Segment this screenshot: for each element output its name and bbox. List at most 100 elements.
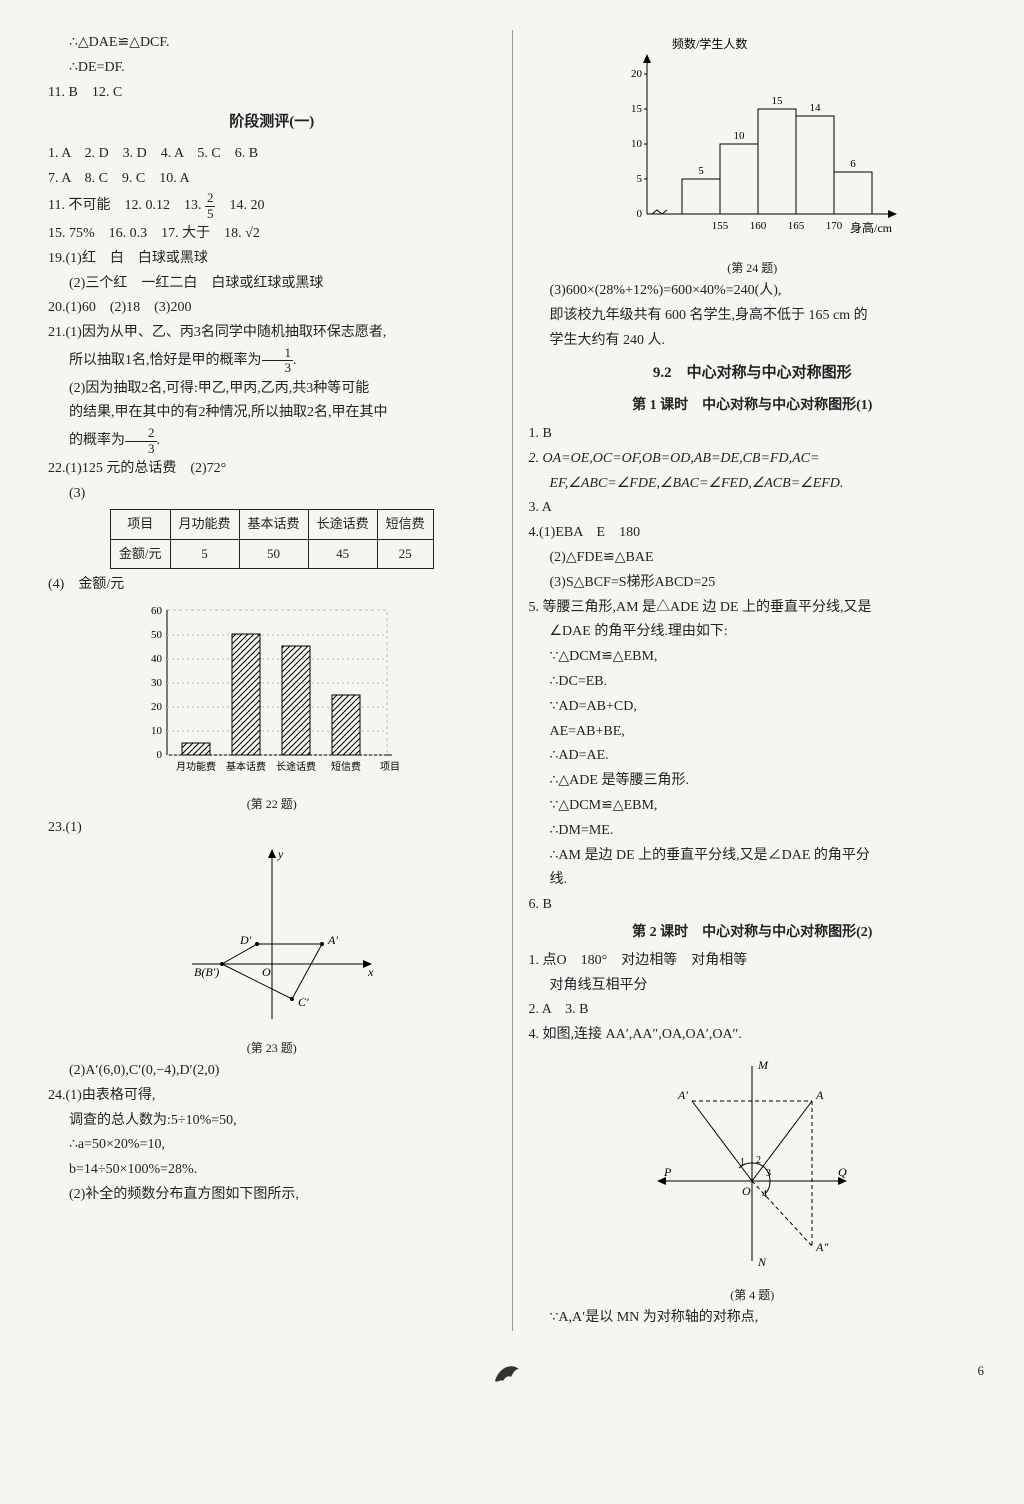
answer-line: 20.(1)60 (2)18 (3)200 <box>48 296 496 320</box>
answer-line: 3. A <box>529 496 977 520</box>
answer-line: (2)三个红 一红二白 白球或红球或黑球 <box>48 272 496 296</box>
svg-text:14: 14 <box>810 102 822 114</box>
section-title: 9.2 中心对称与中心对称图形 <box>529 361 977 387</box>
table-row: 项目 月功能费 基本话费 长途话费 短信费 <box>110 510 433 539</box>
left-column: ∴△DAE≌△DCF. ∴DE=DF. 11. B 12. C 阶段测评(一) … <box>40 30 513 1331</box>
text-line: 线. <box>529 868 977 892</box>
table-cell: 基本话费 <box>239 510 308 539</box>
q23-coord-plane: y x O A′ D′ B(B′) C′ <box>162 844 382 1034</box>
math-span: EF,∠ABC=∠FDE,∠BAC=∠FED,∠ACB=∠EFD. <box>550 476 844 491</box>
table-cell: 短信费 <box>377 510 433 539</box>
text-line: 22.(1)125 元的总话费 (2)72° <box>48 457 496 481</box>
text-line: (2)因为抽取2名,可得:甲乙,甲丙,乙丙,共3种等可能 <box>48 377 496 401</box>
text-line: ∴DC=EB. <box>529 670 977 694</box>
text-span: 的概率为 <box>69 433 125 448</box>
svg-text:身高/cm: 身高/cm <box>850 220 893 235</box>
text-line: b=14÷50×100%=28%. <box>48 1158 496 1182</box>
svg-text:10: 10 <box>631 138 643 150</box>
text-line: 4.(1)EBA E 180 <box>529 521 977 545</box>
table-cell: 25 <box>377 539 433 568</box>
page-footer: 6 <box>40 1351 984 1391</box>
q22-bar-chart: 0 10 20 30 40 50 60 月功能费 基本话费 长途话费 短信费 项… <box>132 600 412 790</box>
svg-text:155: 155 <box>712 220 729 232</box>
svg-text:频数/学生人数: 频数/学生人数 <box>672 36 747 51</box>
sub-title: 第 2 课时 中心对称与中心对称图形(2) <box>529 921 977 945</box>
text-line: ∵A,A′是以 MN 为对称轴的对称点, <box>529 1306 977 1330</box>
text-line: ∴DM=ME. <box>529 819 977 843</box>
text-line: 学生大约有 240 人. <box>529 329 977 353</box>
table-row: 金额/元 5 50 45 25 <box>110 539 433 568</box>
svg-text:长途话费: 长途话费 <box>276 760 316 773</box>
svg-text:170: 170 <box>826 220 843 232</box>
svg-text:3: 3 <box>766 1168 771 1179</box>
text-line: 21.(1)因为从甲、乙、丙3名同学中随机抽取环保志愿者, <box>48 321 496 345</box>
text-line: (2)补全的频数分布直方图如下图所示, <box>48 1183 496 1207</box>
svg-text:20: 20 <box>631 68 643 80</box>
svg-text:165: 165 <box>788 220 805 232</box>
page-number: 6 <box>978 1360 985 1382</box>
svg-text:15: 15 <box>772 95 784 107</box>
text-line: 的结果,甲在其中的有2种情况,所以抽取2名,甲在其中 <box>48 401 496 425</box>
text-line: (3)S△BCF=S梯形ABCD=25 <box>529 571 977 595</box>
text-line: ∴△ADE 是等腰三角形. <box>529 769 977 793</box>
page-two-column: ∴△DAE≌△DCF. ∴DE=DF. 11. B 12. C 阶段测评(一) … <box>40 30 984 1331</box>
text-line: ∴AD=AE. <box>529 744 977 768</box>
svg-text:0: 0 <box>637 208 643 220</box>
answer-line: 15. 75% 16. 0.3 17. 大于 18. √2 <box>48 222 496 246</box>
svg-text:O: O <box>262 965 271 979</box>
text-line: ∴DE=DF. <box>48 56 496 80</box>
text-span: 14. 20 <box>215 199 264 214</box>
svg-text:D′: D′ <box>239 933 252 947</box>
svg-text:B(B′): B(B′) <box>194 965 219 979</box>
svg-text:4: 4 <box>762 1189 767 1200</box>
svg-text:5: 5 <box>637 173 643 185</box>
svg-text:O: O <box>742 1184 751 1198</box>
text-line: 的概率为23. <box>48 426 496 456</box>
text-span: 所以抽取1名,恰好是甲的概率为 <box>69 353 262 368</box>
svg-text:20: 20 <box>151 701 163 713</box>
chart-caption: (第 4 题) <box>529 1285 977 1305</box>
text-span: 11. 不可能 12. 0.12 13. <box>48 199 205 214</box>
text-line: ∵△DCM≌△EBM, <box>529 794 977 818</box>
answer-line: 11. 不可能 12. 0.12 13. 25 14. 20 <box>48 191 496 221</box>
text-line: 即该校九年级共有 600 名学生,身高不低于 165 cm 的 <box>529 304 977 328</box>
svg-text:Q: Q <box>838 1165 847 1179</box>
text-line: (2)A′(6,0),C′(0,−4),D′(2,0) <box>48 1059 496 1083</box>
svg-text:2: 2 <box>756 1155 761 1166</box>
svg-text:A′: A′ <box>677 1088 688 1102</box>
svg-text:15: 15 <box>631 103 643 115</box>
svg-text:A′: A′ <box>327 933 338 947</box>
chart-caption: (第 23 题) <box>48 1038 496 1058</box>
numerator: 2 <box>125 426 157 441</box>
denominator: 3 <box>125 442 157 456</box>
svg-text:M: M <box>757 1058 769 1072</box>
text-line: 5. 等腰三角形,AM 是△ADE 边 DE 上的垂直平分线,又是 <box>529 596 977 620</box>
svg-text:6: 6 <box>851 158 857 170</box>
table-cell: 45 <box>308 539 377 568</box>
answer-line: 11. B 12. C <box>48 81 496 105</box>
answer-line: 7. A 8. C 9. C 10. A <box>48 167 496 191</box>
table-cell: 长途话费 <box>308 510 377 539</box>
svg-text:x: x <box>367 965 374 979</box>
svg-text:A″: A″ <box>815 1240 829 1254</box>
table-cell: 金额/元 <box>110 539 170 568</box>
text-line: ∴△DAE≌△DCF. <box>48 31 496 55</box>
text-line: 调查的总人数为:5÷10%=50, <box>48 1109 496 1133</box>
text-line: 所以抽取1名,恰好是甲的概率为13. <box>48 346 496 376</box>
svg-text:160: 160 <box>750 220 767 232</box>
svg-text:30: 30 <box>151 677 163 689</box>
right-column: 频数/学生人数 0 5 10 15 20 5 10 15 14 6 <box>513 30 985 1331</box>
table-cell: 50 <box>239 539 308 568</box>
svg-text:P: P <box>663 1165 672 1179</box>
text-line: 1. 点O 180° 对边相等 对角相等 <box>529 949 977 973</box>
svg-text:A: A <box>815 1088 824 1102</box>
text-line: ∵AD=AB+CD, <box>529 695 977 719</box>
fraction: 25 <box>205 191 216 221</box>
text-line: 24.(1)由表格可得, <box>48 1084 496 1108</box>
text-line: (4) 金额/元 <box>48 573 496 597</box>
answer-line: 1. A 2. D 3. D 4. A 5. C 6. B <box>48 142 496 166</box>
svg-text:N: N <box>757 1255 767 1269</box>
denominator: 3 <box>262 361 294 375</box>
text-line: EF,∠ABC=∠FDE,∠BAC=∠FED,∠ACB=∠EFD. <box>529 472 977 496</box>
text-line: ∠DAE 的角平分线.理由如下: <box>529 620 977 644</box>
